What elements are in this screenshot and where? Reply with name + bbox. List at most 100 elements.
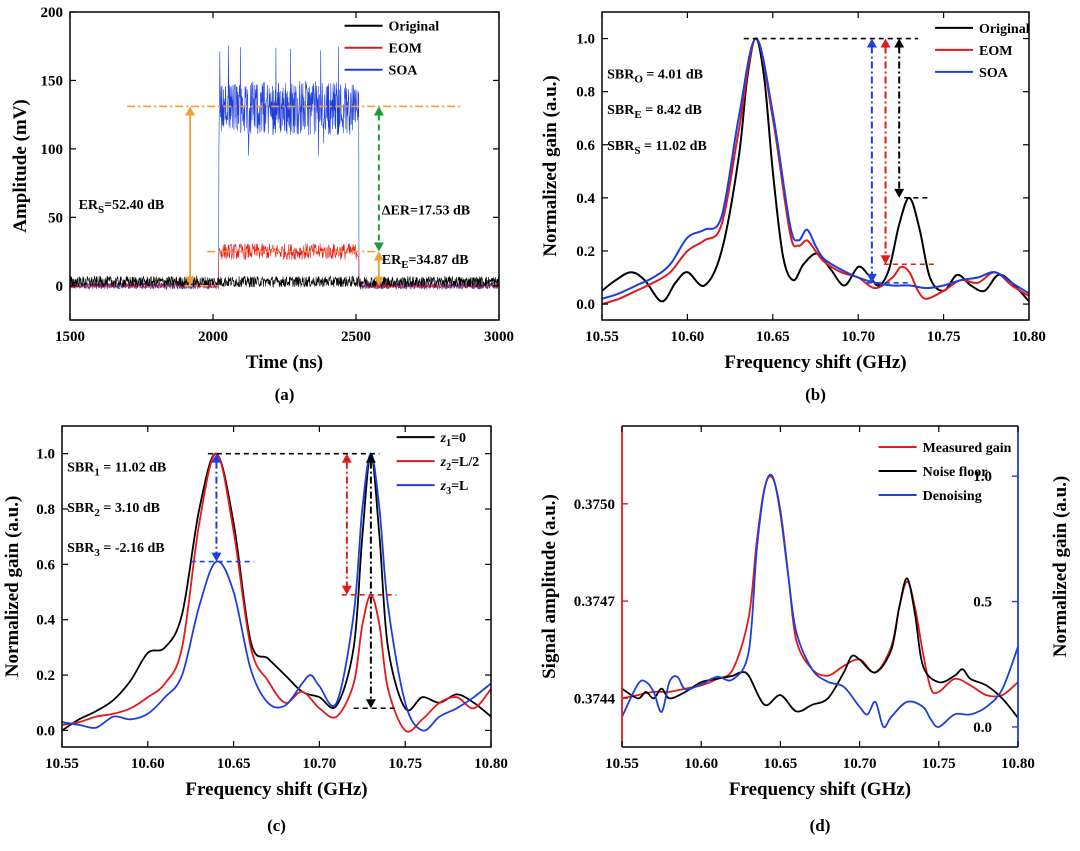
x-tick-label-d: 10.65 (764, 756, 798, 772)
sbr2-arrow-head (341, 585, 352, 595)
legend-label-d: Noise floor (923, 465, 988, 480)
x-tick-label-d: 10.60 (684, 756, 718, 772)
soa-trace (70, 45, 499, 291)
y-tick-label-right-d: 1.0 (973, 469, 992, 485)
x-tick-label-d: 10.75 (922, 756, 956, 772)
sbr-o-arrow-head-top (894, 38, 905, 48)
z2-curve (62, 452, 491, 733)
plot-frame-b (601, 11, 1030, 321)
x-tick-label-a: 2500 (341, 329, 371, 345)
y-tick-label-b: 0.8 (576, 85, 595, 101)
ylabel-c: Normalized gain (a.u.) (2, 496, 23, 678)
y-tick-label-a: 150 (41, 73, 64, 89)
x-tick-label-b: 10.75 (927, 329, 961, 345)
annotation-sbr-c-2: SBR3 = -2.16 dB (67, 541, 165, 559)
y-tick-label-a: 50 (48, 210, 63, 226)
y-tick-label-c: 0.6 (36, 557, 55, 573)
caption-b: (b) (805, 385, 826, 404)
caption-c: (c) (267, 816, 286, 835)
y-tick-label-c: 0.4 (36, 613, 55, 629)
y-tick-label-b: 0.4 (576, 191, 595, 207)
x-tick-label-b: 10.60 (671, 329, 705, 345)
caption-d: (d) (810, 816, 831, 835)
y-tick-label-c: 0.2 (36, 668, 55, 684)
x-tick-label-d: 10.80 (1001, 756, 1035, 772)
annotation-sbr-c-1: SBR2 = 3.10 dB (67, 501, 160, 519)
delta-er-arrow-head (373, 242, 384, 252)
eom-curve (602, 37, 1029, 306)
sbr2-arrow-head-top (341, 453, 352, 463)
annotation-sbr-c-0: SBR1 = 11.02 dB (67, 461, 166, 479)
z3-curve (62, 452, 491, 732)
legend-label-d: Measured gain (923, 441, 1012, 456)
sbr1-arrow-head (365, 699, 376, 709)
ylabel-b: Normalized gain (a.u.) (540, 75, 561, 257)
y-tick-label-a: 100 (41, 142, 64, 158)
y-tick-label-a: 200 (41, 5, 64, 21)
xlabel-c: Frequency shift (GHz) (185, 779, 367, 800)
legend-label-b: SOA (979, 66, 1009, 81)
original-trace (70, 275, 499, 289)
x-tick-label-d: 10.55 (605, 756, 639, 772)
x-tick-label-b: 10.70 (841, 329, 875, 345)
z1-curve (62, 452, 491, 732)
traces-d (622, 473, 1018, 729)
annotation-sbr-b-0: SBRO = 4.01 dB (607, 67, 703, 85)
x-tick-label-d: 10.70 (843, 756, 877, 772)
sbr1-arrow-head-top (365, 453, 376, 463)
y-tick-label-c: 0.8 (36, 502, 55, 518)
traces-b (602, 37, 1029, 306)
legend-label-c: z2=L/2 (440, 455, 480, 473)
xlabel-a: Time (ns) (246, 352, 323, 373)
legend-label-c: z1=0 (440, 431, 466, 449)
y-tick-label-c: 1.0 (36, 447, 55, 463)
sbr3-arrow-head-top (211, 453, 222, 463)
x-tick-label-a: 1500 (55, 329, 85, 345)
sbr-e-arrow-head (880, 255, 891, 265)
xlabel-d: Frequency shift (GHz) (729, 779, 911, 800)
x-tick-label-c: 10.70 (303, 756, 337, 772)
x-tick-label-a: 3000 (484, 329, 514, 345)
annotation-sbr-b-1: SBRE = 8.42 dB (607, 103, 702, 121)
traces-c (62, 452, 491, 733)
annotation-er-e: ERE=34.87 dB (382, 253, 469, 271)
x-tick-label-c: 10.60 (131, 756, 165, 772)
xlabel-b: Frequency shift (GHz) (724, 352, 906, 373)
legend-label-a: Original (389, 20, 440, 35)
x-tick-label-c: 10.65 (217, 756, 251, 772)
x-tick-label-b: 10.65 (756, 329, 790, 345)
x-tick-label-c: 10.80 (474, 756, 508, 772)
y-tick-label-left-d: 0.3747 (574, 594, 616, 610)
sbr3-arrow-head (211, 552, 222, 562)
ylabel-a: Amplitude (mV) (10, 99, 31, 233)
plot-frame-a (69, 11, 500, 321)
er-e-arrow-head-top (373, 251, 384, 261)
er-s-arrow-head (185, 276, 196, 286)
eom-trace (70, 243, 499, 290)
plot-frame-c (61, 425, 492, 748)
measured-gain-curve (622, 475, 1018, 700)
y-tick-label-b: 0.2 (576, 244, 595, 260)
x-tick-label-a: 2000 (198, 329, 228, 345)
sbr-s-arrow-head (866, 273, 877, 283)
y-tick-label-c: 0.0 (36, 723, 55, 739)
ylabel-left-d: Signal amplitude (a.u.) (539, 494, 560, 679)
caption-a: (a) (275, 385, 295, 404)
legend-label-a: EOM (389, 42, 422, 57)
y-tick-label-a: 0 (56, 279, 64, 295)
legend-label-c: z3=L (440, 479, 469, 497)
delta-er-arrow-head-top (373, 106, 384, 116)
annotation-er-s: ERS=52.40 dB (79, 198, 165, 216)
y-tick-label-b: 0.0 (576, 297, 595, 313)
x-tick-label-b: 10.80 (1012, 329, 1046, 345)
legend-label-d: Denoising (923, 489, 982, 504)
y-tick-label-b: 1.0 (576, 32, 595, 48)
traces-a (70, 45, 499, 291)
er-s-arrow-head-top (185, 106, 196, 116)
denoising-curve (622, 473, 1018, 729)
ylabel-right-d: Normalized gain (a.u.) (1050, 476, 1071, 658)
er-e-arrow-head (373, 276, 384, 286)
legend-label-b: Original (979, 22, 1030, 37)
legend-label-b: EOM (979, 44, 1012, 59)
